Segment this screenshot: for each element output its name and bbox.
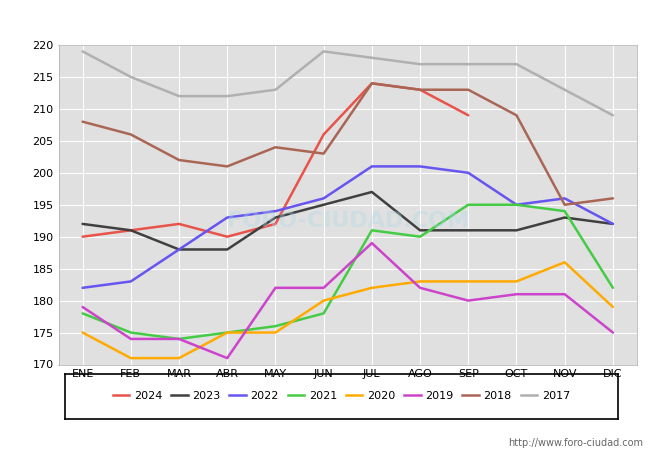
Legend: 2024, 2023, 2022, 2021, 2020, 2019, 2018, 2017: 2024, 2023, 2022, 2021, 2020, 2019, 2018…: [108, 387, 575, 405]
Text: Afiliados en Vilviestre del Pinar a 31/5/2024: Afiliados en Vilviestre del Pinar a 31/5…: [120, 11, 530, 29]
Text: FORO-CIUDAD.COM: FORO-CIUDAD.COM: [227, 211, 469, 231]
Text: http://www.foro-ciudad.com: http://www.foro-ciudad.com: [508, 438, 644, 448]
